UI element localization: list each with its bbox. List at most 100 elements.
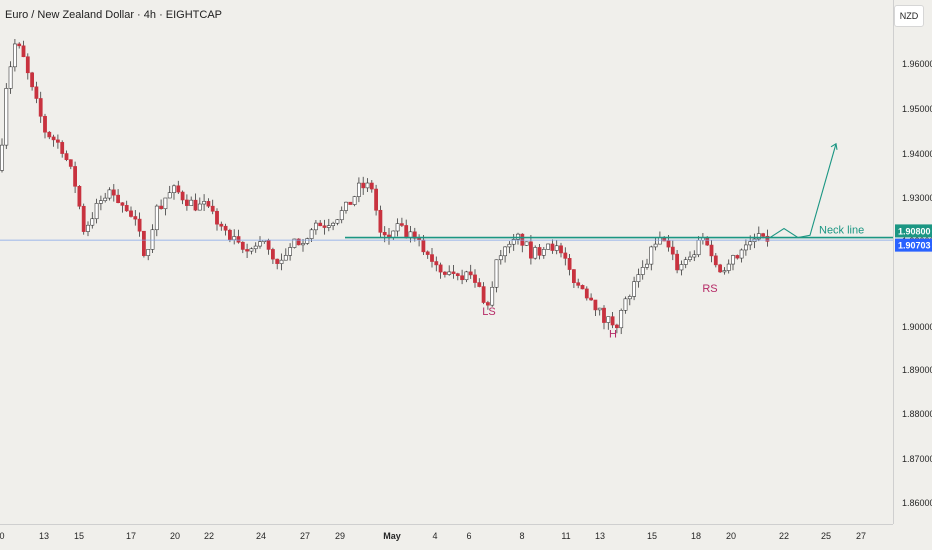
candle: [339, 206, 344, 224]
candle: [670, 240, 675, 261]
candle: [451, 264, 456, 279]
candle: [176, 180, 181, 195]
candle: [283, 248, 288, 261]
candle: [559, 242, 563, 258]
candle: [468, 264, 473, 279]
projection-path[interactable]: [769, 143, 837, 239]
candle: [124, 200, 129, 212]
candle: [593, 299, 598, 317]
candle: [180, 190, 185, 205]
candle: [86, 221, 90, 237]
candle: [120, 202, 125, 213]
candle: [477, 278, 482, 288]
candle: [580, 284, 585, 290]
candle: [434, 256, 439, 272]
candle: [133, 210, 138, 226]
candle: [206, 198, 211, 209]
candle: [550, 239, 555, 254]
candle: [619, 308, 624, 335]
candle: [649, 245, 654, 271]
candle: [602, 305, 606, 330]
candle: [240, 241, 245, 254]
candles: [0, 38, 770, 335]
candle: [258, 236, 262, 249]
candle: [520, 233, 525, 253]
pattern-label-h: H: [609, 328, 617, 340]
price-badge-blue: 1.90703: [895, 238, 932, 252]
candle: [236, 229, 241, 244]
candle: [533, 245, 538, 260]
candle: [692, 250, 697, 262]
candle: [279, 253, 284, 271]
candle: [189, 196, 194, 206]
time-tick-label: 20: [170, 531, 180, 541]
candle: [735, 254, 740, 260]
candle: [55, 134, 60, 149]
svg-text:1.90800: 1.90800: [898, 226, 931, 236]
price-badge-green: 1.90800: [895, 224, 932, 238]
candle: [516, 232, 520, 245]
candle: [111, 184, 116, 202]
candle: [331, 221, 336, 231]
pattern-labels: LS H RS Neck line: [482, 225, 864, 341]
candle: [632, 276, 637, 301]
candle: [442, 271, 447, 278]
time-tick-label: 17: [126, 531, 136, 541]
candle: [584, 286, 589, 301]
candle: [0, 138, 4, 173]
time-tick-label: 13: [39, 531, 49, 541]
candle: [47, 131, 52, 140]
symbol-title[interactable]: Euro / New Zealand Dollar · 4h · EIGHTCA…: [5, 9, 223, 21]
time-axis[interactable]: 0 13 15 17 20 22 24 27 29 May 4 6 8 11 13 15 18 20 22 25 27: [0, 531, 866, 541]
time-tick-label: 27: [300, 531, 310, 541]
candle: [567, 253, 572, 276]
candle: [25, 53, 30, 80]
time-tick-label: 4: [432, 531, 437, 541]
time-tick-label: 29: [335, 531, 345, 541]
candle: [425, 250, 430, 259]
price-tick-label: 1.96000: [902, 59, 932, 69]
candle: [718, 263, 723, 274]
time-tick-label: May: [383, 531, 401, 541]
candle: [219, 221, 224, 231]
time-tick-label: 22: [204, 531, 214, 541]
price-tick-label: 1.89000: [902, 365, 932, 375]
price-tick-label: 1.93000: [902, 193, 932, 203]
candle: [395, 218, 400, 237]
candle: [142, 230, 146, 258]
time-tick-label: 11: [561, 531, 570, 541]
time-tick-label: 13: [595, 531, 605, 541]
projection-arrowhead: [830, 142, 838, 150]
candle: [163, 197, 168, 216]
candle: [537, 244, 542, 260]
candle: [322, 219, 327, 235]
chart-lines: [0, 142, 893, 241]
candle: [30, 71, 35, 91]
candle: [460, 269, 465, 285]
candle: [116, 189, 121, 204]
candle: [107, 187, 112, 201]
candle: [275, 258, 280, 270]
candle: [589, 293, 594, 301]
price-badges: 1.90800 1.90703: [895, 224, 932, 252]
candle: [610, 311, 615, 329]
candle: [185, 194, 189, 211]
candle: [606, 316, 611, 330]
candle: [352, 195, 357, 207]
candle: [129, 206, 133, 218]
candle: [683, 256, 688, 269]
candle: [546, 243, 551, 250]
candle: [374, 184, 379, 216]
time-tick-label: 18: [691, 531, 701, 541]
currency-button[interactable]: NZD: [894, 5, 924, 27]
candle: [13, 38, 17, 72]
candle: [17, 42, 22, 49]
price-tick-label: 1.86000: [902, 498, 932, 508]
candle: [378, 205, 383, 238]
candle: [743, 239, 748, 256]
candle: [344, 201, 348, 214]
candle: [481, 282, 486, 305]
candle: [313, 219, 318, 235]
candle: [77, 185, 82, 210]
